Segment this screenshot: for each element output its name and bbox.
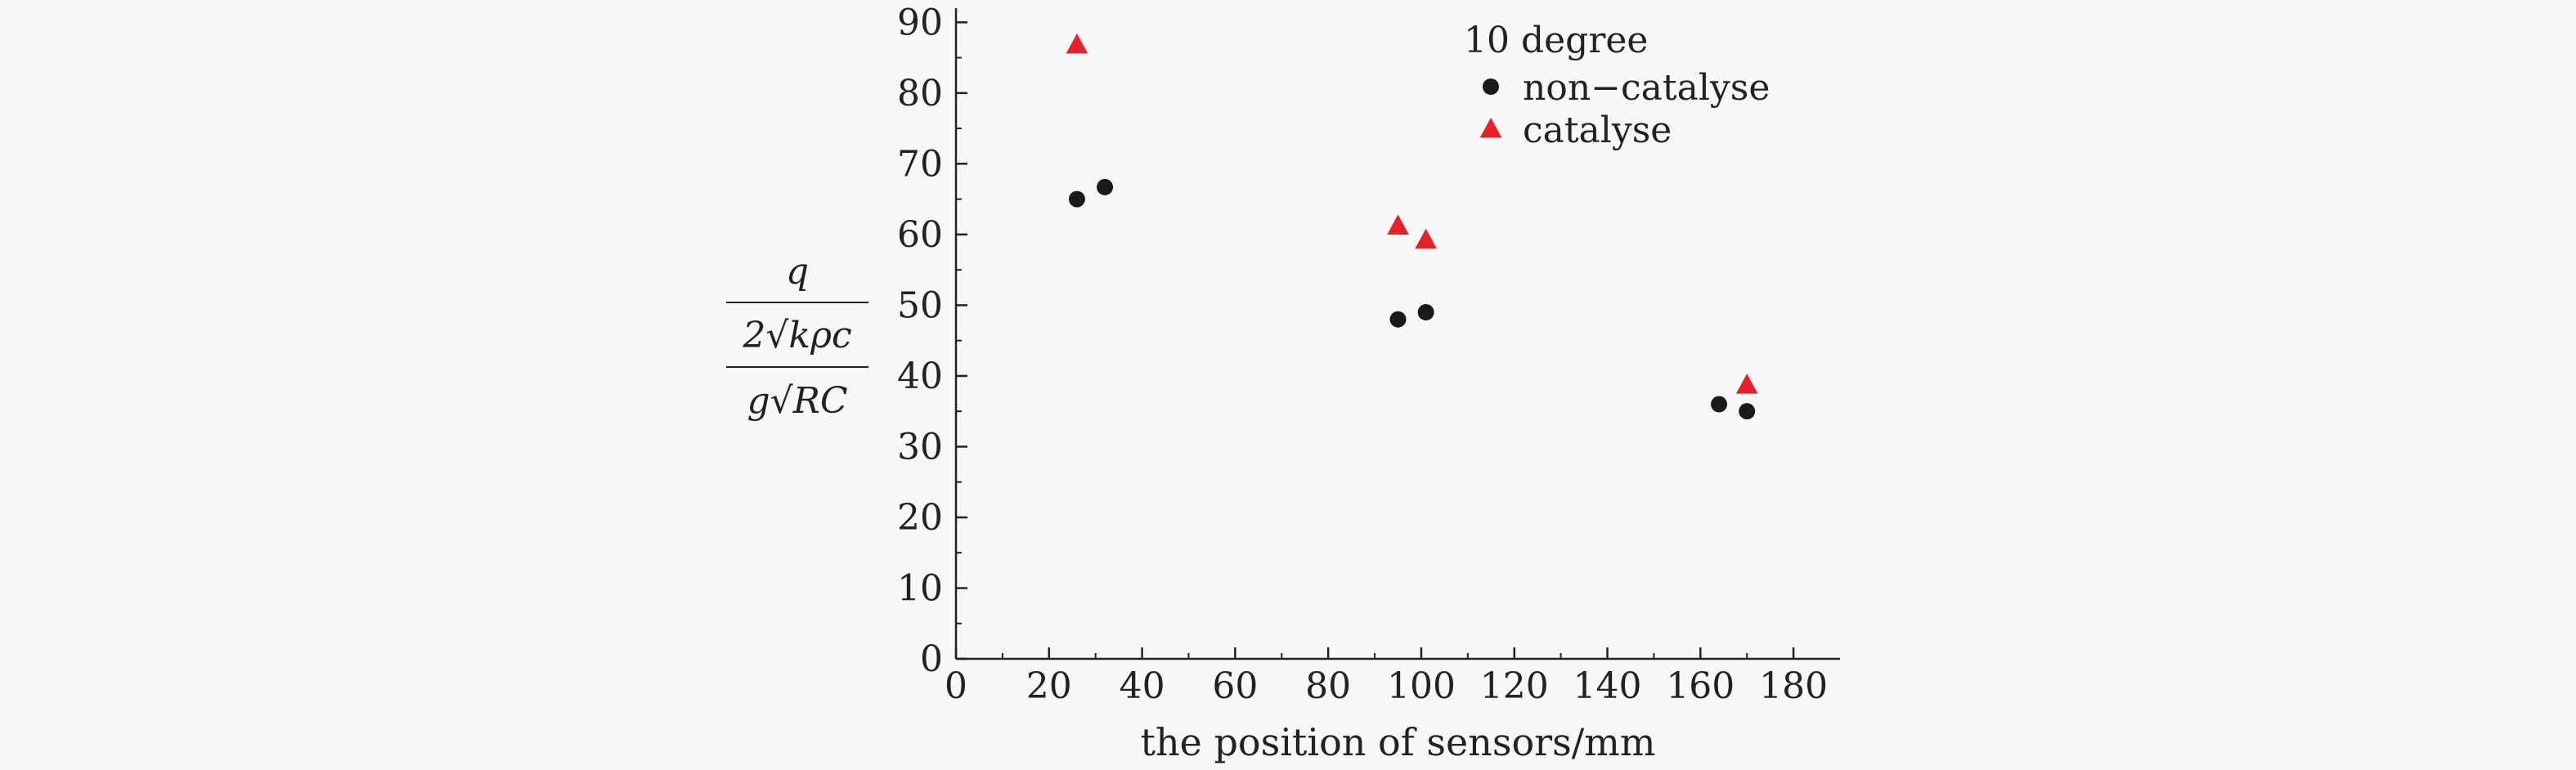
x-tick-label: 80	[1305, 665, 1351, 707]
data-point	[1739, 403, 1756, 420]
y-tick-label: 0	[920, 638, 943, 680]
x-ticks: 0 20 40 60 80 100 120 140 160 180	[945, 647, 1828, 707]
y-tick-label: 30	[897, 426, 943, 468]
series-catalyse	[1066, 33, 1758, 394]
legend-label: non−catalyse	[1523, 67, 1770, 109]
y-axis-title: q 2√kρc g√RC	[726, 251, 868, 422]
legend-marker	[1483, 78, 1499, 95]
x-tick-label: 40	[1120, 665, 1165, 707]
y-tick-label: 20	[897, 497, 943, 539]
x-tick-label: 120	[1480, 665, 1549, 707]
y-tick-label: 80	[897, 73, 943, 114]
x-tick-label: 0	[945, 665, 967, 707]
data-point	[1389, 311, 1407, 328]
data-point	[1735, 374, 1758, 394]
axes	[954, 8, 1840, 660]
data-point	[1417, 304, 1434, 321]
y-axis-title-middle: 2√kρc	[742, 315, 851, 356]
y-axis-title-numerator: q	[786, 251, 809, 293]
x-tick-label: 60	[1212, 665, 1258, 707]
legend-title: 10 degree	[1464, 20, 1648, 61]
data-point	[1387, 214, 1409, 235]
y-axis-title-denominator: g√RC	[747, 380, 848, 422]
series-layer	[1066, 33, 1758, 420]
y-tick-label: 50	[897, 284, 943, 326]
x-tick-label: 180	[1759, 665, 1828, 707]
y-tick-label: 90	[897, 2, 943, 43]
legend-marker	[1479, 118, 1502, 138]
y-tick-label: 10	[897, 567, 943, 609]
y-tick-label: 60	[897, 214, 943, 256]
y-tick-label: 70	[897, 143, 943, 185]
x-axis-title: the position of sensors/mm	[1141, 720, 1656, 764]
y-ticks: 0 10 20 30 40 50 60 70 80 90	[897, 2, 967, 680]
x-tick-label: 160	[1666, 665, 1735, 707]
x-tick-label: 100	[1387, 665, 1456, 707]
legend-label: catalyse	[1523, 110, 1672, 151]
data-point	[1068, 190, 1085, 208]
y-tick-label: 40	[897, 356, 943, 397]
data-point	[1066, 33, 1088, 54]
x-tick-label: 20	[1026, 665, 1072, 707]
data-point	[1415, 228, 1437, 249]
data-point	[1097, 178, 1114, 195]
x-tick-label: 140	[1573, 665, 1642, 707]
series-non-catalyse	[1068, 178, 1756, 420]
data-point	[1711, 396, 1728, 413]
